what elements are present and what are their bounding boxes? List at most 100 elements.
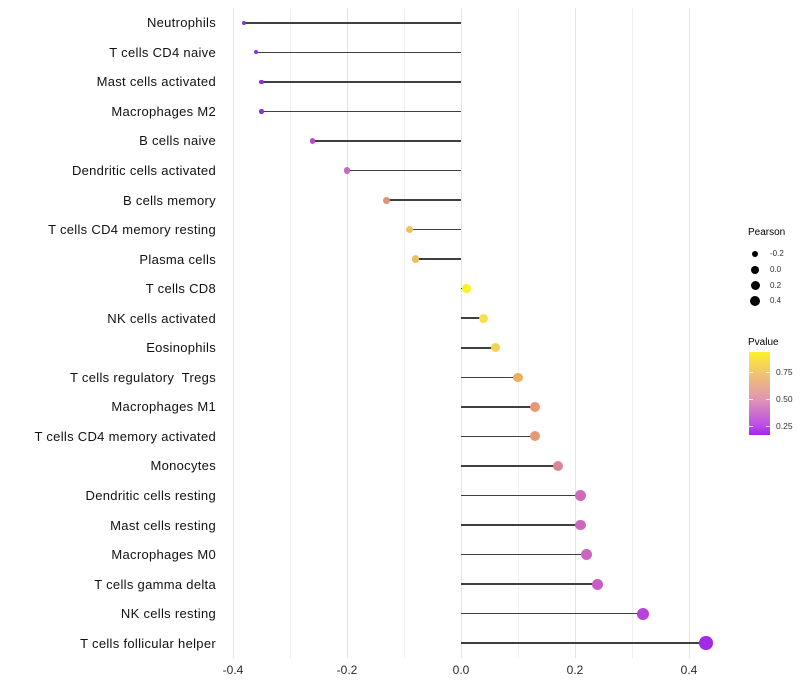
lollipop-dot (575, 519, 587, 531)
lollipop-stem (461, 612, 644, 615)
gridline-minor (404, 8, 405, 658)
lollipop-dot (259, 109, 264, 114)
size-legend-dot-column (748, 280, 762, 290)
size-legend-dot (750, 295, 760, 306)
y-axis-label: T cells CD4 memory activated (34, 428, 216, 444)
lollipop-stem (386, 199, 461, 201)
size-legend-label: 0.4 (770, 296, 782, 306)
size-legend-dot (750, 280, 760, 290)
x-axis-tick-label: -0.4 (222, 663, 244, 677)
y-axis-label: T cells follicular helper (80, 635, 216, 651)
lollipop-dot (253, 50, 258, 55)
x-axis-tick-label: 0.2 (566, 663, 584, 677)
y-axis-label: Macrophages M0 (111, 547, 216, 563)
colorbar-gradient (749, 352, 770, 435)
lollipop-stem (255, 51, 461, 54)
size-legend-label: 0.2 (770, 280, 782, 290)
lollipop-dot (580, 549, 592, 561)
gridline-major (689, 8, 690, 658)
lollipop-stem (261, 110, 461, 113)
lollipop-dot (552, 460, 564, 472)
y-axis-labels: Neutrophils T cells CD4 naive Mast cells a… (0, 8, 216, 658)
lollipop-dot (637, 607, 650, 620)
colorbar-tick (749, 372, 753, 374)
y-axis-label: T cells CD8 (145, 281, 216, 297)
size-legend-title: Pearson (748, 227, 786, 238)
x-axis-tick-label: 0.0 (452, 663, 470, 677)
lollipop-dot (343, 167, 351, 174)
lollipop-stem (461, 494, 581, 497)
lollipop-stem (244, 22, 461, 24)
lollipop-dot (530, 401, 541, 412)
y-axis-label: B cells naive (139, 133, 216, 149)
lollipop-dot (383, 196, 391, 204)
gridline-major (575, 8, 576, 658)
lollipop-dot (259, 79, 264, 85)
lollipop-stem (461, 406, 536, 408)
size-legend-dot (751, 250, 759, 258)
size-legend-entry: 0.2 (746, 277, 800, 293)
lollipop-dot (406, 225, 414, 234)
size-legend-entries: -0.2 0.0 0.2 0.4 (746, 246, 800, 309)
colorbar-tick (766, 399, 770, 401)
y-axis-label: Macrophages M1 (111, 399, 216, 415)
lollipop-dot (411, 255, 420, 263)
y-axis-label: Dendritic cells resting (85, 488, 216, 503)
y-axis-label: T cells CD4 memory resting (48, 222, 216, 238)
lollipop-dot (592, 578, 604, 590)
lollipop-stem (461, 435, 536, 438)
plot-panel (222, 8, 742, 658)
lollipop-dot (513, 372, 523, 383)
colorbar-tick (749, 426, 753, 428)
x-axis-labels: -0.4 -0.2 0.0 0.2 0.4 (0, 663, 800, 681)
colorbar-tick (766, 372, 770, 374)
gridline-minor (290, 8, 291, 658)
gridline-major (461, 8, 462, 658)
lollipop-stem (461, 317, 484, 319)
gridline-minor (632, 8, 633, 658)
size-legend-entry: 0.0 (746, 262, 800, 278)
y-axis-label: Mast cells activated (96, 74, 216, 90)
y-axis-label: Plasma cells (139, 251, 216, 267)
size-legend-label: -0.2 (770, 249, 784, 259)
y-axis-label: Mast cells resting (110, 517, 216, 533)
colorbar-tick (749, 399, 753, 401)
lollipop-dot (530, 431, 541, 442)
y-axis-label: Macrophages M2 (111, 103, 216, 119)
lollipop-stem (347, 169, 461, 172)
colorbar-tick-label: 0.25 (776, 421, 793, 432)
size-legend-dot-column (748, 295, 762, 306)
color-legend: 0.75 0.50 0.25 (746, 352, 800, 435)
lollipop-stem (461, 583, 598, 585)
size-legend-dot-column (748, 250, 762, 258)
y-axis-label: Monocytes (150, 458, 216, 474)
lollipop-dot (575, 490, 587, 501)
y-axis-label: Neutrophils (146, 15, 216, 31)
colorbar-tick-label: 0.50 (776, 394, 793, 405)
y-axis-label: Eosinophils (146, 340, 216, 356)
gridline-major (347, 8, 348, 658)
lollipop-dot (479, 313, 489, 323)
lollipop-stem (461, 553, 587, 556)
size-legend-entry: -0.2 (746, 246, 800, 262)
x-axis-tick-label: -0.2 (336, 663, 358, 677)
size-legend-dot-column (748, 265, 762, 274)
gridline-minor (518, 8, 519, 658)
lollipop-stem (461, 465, 558, 467)
lollipop-stem (312, 140, 461, 142)
legend: Pearson -0.2 0.0 0.2 0.4 Pvalue 0.75 0.50 0.2… (746, 227, 800, 442)
colorbar-tick (766, 426, 770, 428)
lollipop-dot (242, 20, 247, 25)
lollipop-stem (415, 258, 461, 260)
lollipop-stem (261, 81, 461, 83)
lollipop-stem (409, 228, 461, 231)
gridline-major (233, 8, 234, 658)
y-axis-label: T cells CD4 naive (109, 44, 216, 60)
lollipop-dot (490, 343, 500, 353)
y-axis-label: T cells gamma delta (94, 576, 216, 592)
x-axis-tick-label: 0.4 (680, 663, 698, 677)
y-axis-label: Dendritic cells activated (71, 163, 216, 178)
y-axis-label: B cells memory (122, 192, 216, 208)
colorbar-tick-label: 0.75 (776, 367, 793, 378)
